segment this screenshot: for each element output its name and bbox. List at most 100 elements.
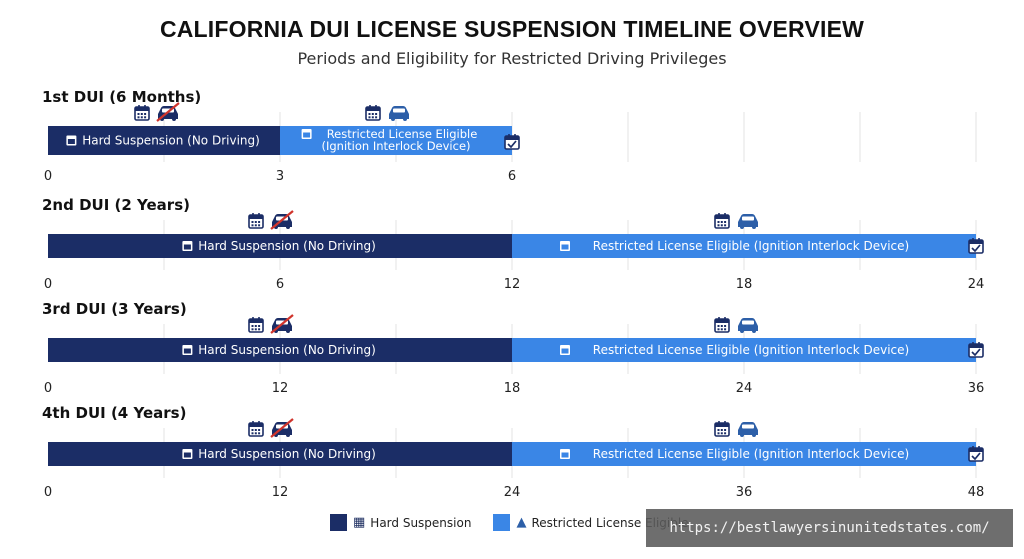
car-icon-wheel <box>740 433 744 437</box>
restricted-segment-bar <box>512 442 976 466</box>
tick-label: 36 <box>736 485 753 500</box>
calendar-icon-dot <box>140 116 143 119</box>
row-label: 4th DUI (4 Years) <box>42 404 186 422</box>
tick-label: 6 <box>276 277 284 292</box>
car-icon: ▲ <box>516 515 527 530</box>
car-icon-window <box>742 216 754 221</box>
hard-segment-bar <box>48 234 512 258</box>
calendar-icon <box>714 317 730 333</box>
tick-label: 36 <box>968 381 985 396</box>
car-icon-window <box>742 320 754 325</box>
calendar-icon <box>560 449 570 459</box>
calendar-check-icon-check <box>971 348 981 357</box>
calendar-check-icon-band <box>969 448 983 452</box>
calendar-icon-dot <box>251 224 254 227</box>
segment-label: Restricted License Eligible (Ignition In… <box>593 447 909 461</box>
no-driving-car-icon-wheel <box>286 329 290 333</box>
no-driving-car-icon-strike <box>270 314 294 334</box>
calendar-icon <box>182 449 193 459</box>
car-icon <box>738 318 758 333</box>
legend-label-hard: Hard Suspension <box>370 515 472 530</box>
calendar-icon-dot <box>254 429 257 431</box>
legend-swatch-hard <box>330 514 347 531</box>
calendar-icon-dot <box>720 432 723 435</box>
calendar-icon-band <box>249 215 263 219</box>
calendar-icon-dot <box>254 221 257 223</box>
tick-label: 0 <box>44 485 52 500</box>
calendar-icon-inner <box>561 452 569 458</box>
row-label: 1st DUI (6 Months) <box>42 88 201 106</box>
watermark-url[interactable]: https://bestlawyersinunitedstates.com/ <box>646 509 1013 547</box>
no-driving-car-icon <box>270 210 294 230</box>
car-icon-wheel <box>740 225 744 229</box>
calendar-icon-dot <box>375 116 378 119</box>
no-driving-car-icon <box>270 418 294 438</box>
calendar-icon-dot <box>724 429 727 431</box>
calendar-icon-dot <box>254 325 257 327</box>
segment-label: Restricted License Eligible <box>327 127 478 141</box>
calendar-icon-dot <box>258 224 261 227</box>
no-driving-car-icon-strike <box>270 418 294 438</box>
calendar-icon-dot <box>258 429 261 431</box>
calendar-icon-inner <box>303 132 311 138</box>
restricted-segment-bar <box>512 234 976 258</box>
calendar-icon-band <box>135 107 149 111</box>
calendar-icon-inner <box>561 348 569 354</box>
calendar-icon-inner <box>183 348 191 354</box>
car-icon-wheel <box>391 117 395 121</box>
calendar-icon-dot <box>720 429 723 431</box>
calendar-icon-dot <box>720 328 723 331</box>
no-driving-car-icon <box>156 102 180 122</box>
calendar-check-icon <box>968 238 984 254</box>
segment-label: Hard Suspension (No Driving) <box>198 343 376 357</box>
calendar-icon-dot <box>724 224 727 227</box>
calendar-check-icon-band <box>969 240 983 244</box>
calendar-icon-dot <box>717 224 720 227</box>
calendar-icon <box>66 135 77 146</box>
tick-label: 3 <box>276 169 284 184</box>
calendar-icon-dot <box>254 328 257 331</box>
chart-title: CALIFORNIA DUI LICENSE SUSPENSION TIMELI… <box>159 16 865 42</box>
tick-label: 12 <box>272 485 289 500</box>
segment-label-line2: (Ignition Interlock Device) <box>321 139 470 153</box>
calendar-icon <box>248 317 264 333</box>
calendar-icon-dot <box>258 328 261 331</box>
tick-label: 12 <box>504 277 521 292</box>
calendar-icon <box>714 213 730 229</box>
calendar-icon-dot <box>717 432 720 435</box>
calendar-icon-dot <box>371 116 374 119</box>
legend-item-hard: ▦ Hard Suspension <box>330 514 471 531</box>
segment-label: Restricted License Eligible (Ignition In… <box>593 343 909 357</box>
row-label: 3rd DUI (3 Years) <box>42 300 187 318</box>
calendar-icon-dot <box>724 432 727 435</box>
calendar-check-icon-check <box>507 140 517 149</box>
tick-label: 0 <box>44 277 52 292</box>
calendar-icon-band <box>715 319 729 323</box>
calendar-icon <box>365 105 381 121</box>
calendar-icon <box>182 345 193 355</box>
car-icon-window <box>742 424 754 429</box>
car-icon-wheel <box>752 225 756 229</box>
tick-label: 18 <box>736 277 753 292</box>
calendar-icon-dot <box>717 429 720 431</box>
calendar-icon <box>301 129 312 139</box>
calendar-icon-dot <box>724 328 727 331</box>
calendar-check-icon-check <box>971 452 981 461</box>
calendar-icon-dot <box>717 325 720 327</box>
calendar-icon-inner <box>183 452 191 458</box>
calendar-check-icon-band <box>505 136 519 140</box>
calendar-check-icon <box>968 342 984 358</box>
tick-label: 0 <box>44 381 52 396</box>
calendar-icon-dot <box>251 328 254 331</box>
no-driving-car-icon-strike <box>156 102 180 122</box>
calendar-icon-dot <box>720 224 723 227</box>
segment-label: Hard Suspension (No Driving) <box>82 134 260 148</box>
legend-swatch-restricted <box>493 514 511 531</box>
calendar-icon-dot <box>254 432 257 435</box>
calendar-icon-dot <box>258 221 261 223</box>
row-label: 2nd DUI (2 Years) <box>42 196 190 214</box>
car-icon-wheel <box>752 329 756 333</box>
calendar-icon-dot <box>251 325 254 327</box>
no-driving-car-icon-wheel <box>172 117 176 121</box>
